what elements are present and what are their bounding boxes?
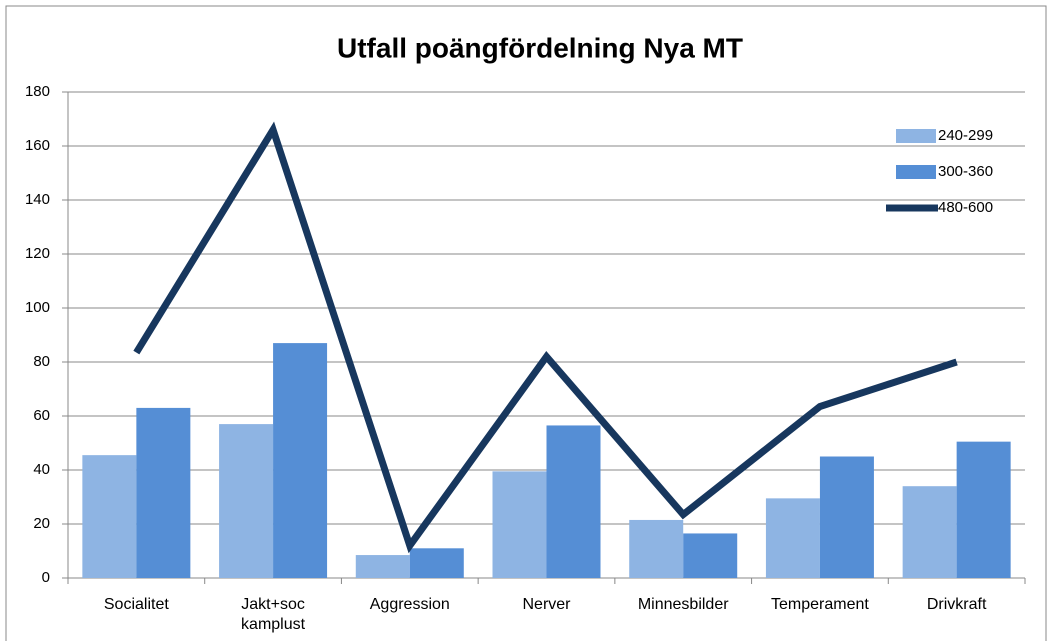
y-tick-label: 100 (25, 299, 50, 316)
line (133, 121, 958, 554)
x-tick-label: Socialitet (103, 596, 169, 613)
chart-border (5, 5, 1047, 641)
y-tick-label: 140 (25, 191, 50, 208)
bar (273, 343, 328, 578)
y-tick-label: 0 (42, 569, 50, 586)
chart-title: Utfall poängfördelning Nya MT (337, 32, 743, 63)
bar (219, 424, 274, 578)
y-tick-label: 20 (33, 515, 50, 532)
x-tick-label: Temperament (771, 596, 869, 613)
y-tick-label: 60 (33, 407, 50, 424)
x-tick-label: Minnesbilder (637, 596, 729, 613)
bar (902, 486, 957, 578)
x-tick-label: Jakt+soc kamplust (241, 596, 306, 633)
y-tick-label: 180 (25, 83, 50, 100)
bar (765, 498, 820, 578)
legend-label: 240-299 (938, 127, 993, 144)
x-tick-label: Nerver (522, 596, 571, 613)
bar (82, 455, 137, 578)
bar (492, 471, 547, 578)
bar (136, 407, 191, 578)
bar (629, 519, 684, 578)
y-tick-label: 120 (25, 245, 50, 262)
bar (546, 425, 601, 578)
bar (956, 441, 1011, 578)
x-tick-label: Aggression (369, 596, 450, 613)
legend-label: 300-360 (938, 163, 993, 180)
bar (355, 555, 410, 578)
y-tick-label: 160 (25, 137, 50, 154)
y-tick-label: 80 (33, 353, 50, 370)
y-tick-label: 40 (33, 461, 50, 478)
bar (819, 456, 874, 578)
legend-swatch (896, 129, 936, 143)
bar (683, 533, 738, 578)
legend-label: 480-600 (938, 199, 993, 216)
legend-swatch (896, 165, 936, 179)
x-tick-label: Drivkraft (926, 596, 987, 613)
bar (409, 548, 464, 578)
